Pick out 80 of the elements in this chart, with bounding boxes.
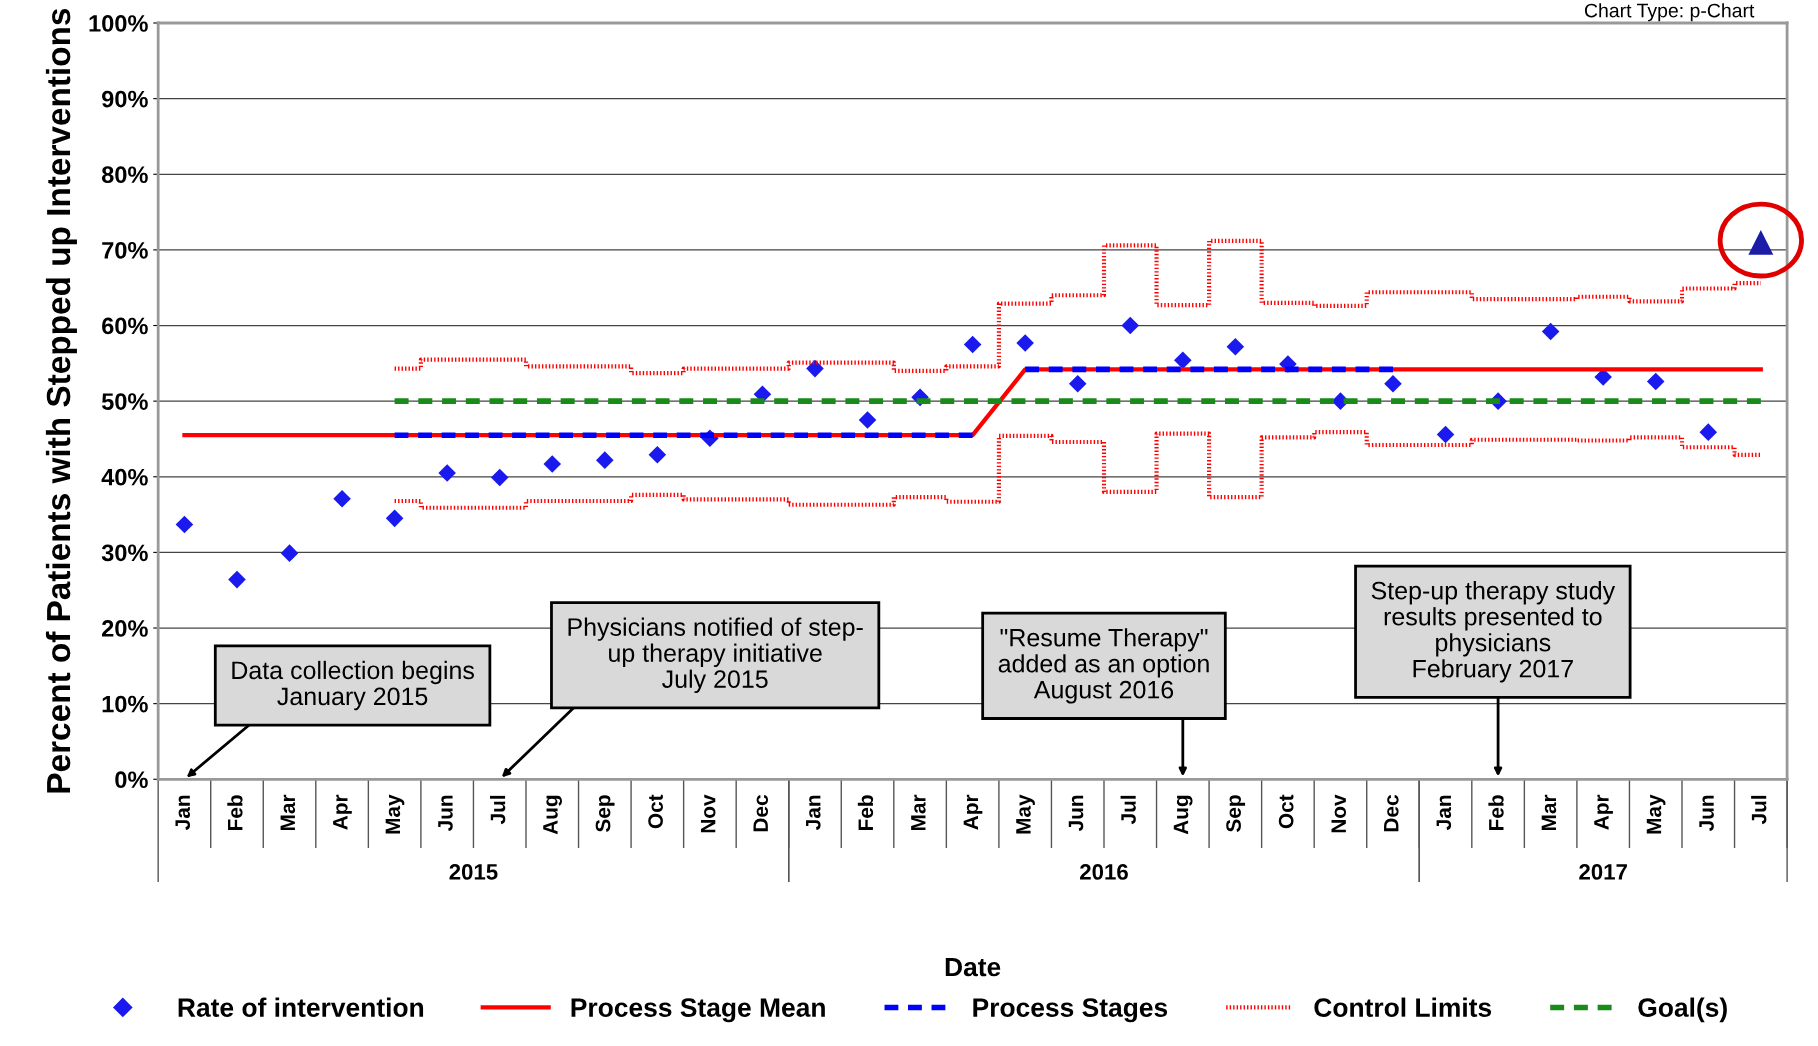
point	[1121, 316, 1140, 335]
y-tick-label: 60%	[102, 317, 148, 335]
point	[333, 489, 351, 508]
y-tick-label: 70%	[102, 241, 148, 259]
x-tick-label: Mar	[280, 794, 296, 831]
x-tick-label: Oct	[1278, 794, 1294, 829]
x-tick-label: Jan	[806, 795, 821, 830]
y-tick-label: 50%	[101, 393, 148, 410]
text: 2015	[449, 864, 498, 880]
y-tick-label: 40%	[101, 468, 148, 486]
x-tick-label: Jan	[1436, 795, 1452, 830]
point	[1436, 425, 1455, 444]
x-tick-label: Nov	[700, 794, 716, 833]
point	[648, 446, 667, 464]
point	[1646, 372, 1665, 391]
point	[385, 509, 404, 528]
point	[806, 359, 824, 378]
x-tick-label: Jul	[1120, 795, 1136, 825]
point	[1541, 322, 1560, 341]
x-tick-label: Mar	[1541, 794, 1557, 831]
x-tick-label: Sep	[595, 795, 615, 832]
x-tick-label: Sep	[1226, 795, 1246, 832]
y-axis-title: Percent of Patients with Stepped up Interventions	[45, 8, 77, 793]
x-tick-label: May	[385, 794, 405, 834]
text: 2017	[1579, 864, 1627, 880]
point	[1384, 374, 1402, 393]
x-tick-label: Feb	[227, 795, 243, 831]
y-tick-label: 30%	[101, 544, 148, 562]
point	[1226, 337, 1245, 356]
x-tick-label: Jul	[490, 795, 506, 825]
x-tick-label: Apr	[333, 794, 352, 830]
x-tick-label: Jul	[1751, 795, 1767, 825]
y-tick-label: 90%	[102, 90, 148, 108]
annotation: "Resume Therapy" added as an option August 2016	[998, 628, 1209, 704]
text: Chart Type: p-Chart	[1584, 3, 1755, 22]
x-tick-label: Feb	[1488, 795, 1504, 831]
point	[1016, 334, 1034, 352]
y-tick-label: 80%	[101, 166, 148, 184]
x-tick-label: Nov	[1331, 794, 1347, 833]
legend-label: Control Limits	[1314, 997, 1492, 1017]
x-tick-label: Apr	[1594, 794, 1613, 830]
point	[228, 570, 246, 589]
point	[596, 451, 614, 469]
x-tick-label: Jun	[438, 795, 453, 832]
text: 2016	[1080, 864, 1128, 880]
point	[1699, 423, 1718, 441]
x-tick-label: Jun	[1699, 795, 1714, 832]
point	[280, 544, 299, 562]
legend-label: Process Stage Mean	[571, 998, 825, 1023]
point	[543, 455, 562, 473]
y-tick-label: 0%	[115, 771, 148, 789]
x-tick-label: Mar	[911, 794, 926, 831]
y-tick-label: 10%	[102, 695, 148, 713]
point	[1174, 351, 1192, 370]
point	[175, 515, 194, 534]
point	[490, 468, 509, 487]
annotation: Step-up therapy study results presented to physicians February 2017	[1371, 581, 1616, 683]
y-tick-label: 100%	[89, 15, 148, 32]
legend-label: Goal(s)	[1638, 997, 1727, 1023]
legend-label: Process Stages	[973, 998, 1168, 1023]
point	[1068, 374, 1087, 393]
point	[438, 464, 456, 482]
x-tick-label: Feb	[857, 795, 874, 831]
x-tick-label: Dec	[1384, 795, 1399, 832]
x-tick-label: May	[1016, 794, 1035, 834]
point	[963, 335, 982, 354]
legend-label: Rate of intervention	[178, 997, 424, 1017]
y-tick-label: 20%	[102, 620, 148, 637]
x-tick-label: Apr	[963, 794, 983, 830]
annotation: Data collection begins January 2015	[232, 660, 474, 711]
x-tick-label: Jan	[175, 795, 191, 830]
x-tick-label: May	[1646, 794, 1666, 834]
x-tick-label: Dec	[753, 795, 769, 832]
annotation: Physicians notified of step- up therapy initiative July 2015	[568, 617, 863, 693]
point	[858, 411, 877, 429]
x-tick-label: Aug	[543, 795, 562, 835]
x-tick-label: Aug	[1173, 795, 1193, 835]
x-axis-title: Date	[945, 957, 1001, 977]
x-tick-label: Jun	[1068, 795, 1084, 832]
x-tick-label: Oct	[648, 794, 663, 829]
